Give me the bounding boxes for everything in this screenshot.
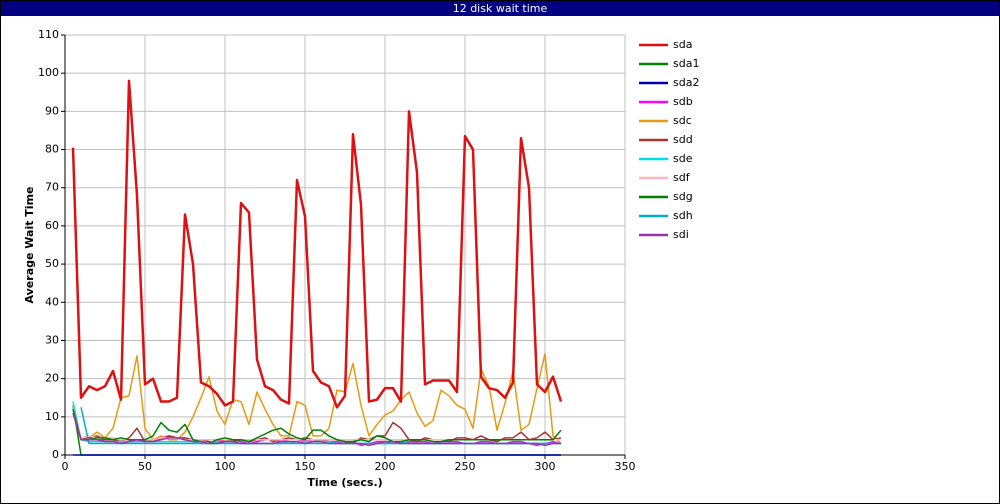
legend-label: sda	[673, 38, 692, 51]
y-tick-label: 20	[45, 372, 59, 385]
series-line	[72, 408, 561, 441]
x-tick-label: 150	[295, 460, 316, 473]
y-tick-label: 90	[45, 104, 59, 117]
y-tick-label: 40	[45, 295, 59, 308]
legend-label: sdh	[673, 209, 693, 222]
legend-label: sdi	[673, 228, 689, 241]
legend-label: sdf	[673, 171, 691, 184]
legend-label: sda2	[673, 76, 699, 89]
y-tick-label: 80	[45, 143, 59, 156]
series-line	[71, 79, 563, 409]
y-tick-label: 60	[45, 219, 59, 232]
y-tick-label: 10	[45, 410, 59, 423]
y-tick-label: 70	[45, 181, 59, 194]
x-tick-label: 100	[215, 460, 236, 473]
y-tick-label: 0	[52, 448, 59, 461]
series-line	[72, 408, 562, 445]
y-tick-label: 110	[38, 28, 59, 41]
x-tick-label: 300	[535, 460, 556, 473]
x-tick-label: 50	[138, 460, 152, 473]
y-tick-label: 100	[38, 66, 59, 79]
x-axis-label: Time (secs.)	[307, 476, 382, 489]
title-bar	[1, 1, 999, 16]
x-tick-label: 200	[375, 460, 396, 473]
series-line	[72, 401, 561, 445]
legend-label: sdg	[673, 190, 693, 203]
legend-label: sdb	[673, 95, 693, 108]
series-line	[80, 407, 561, 445]
x-tick-label: 250	[455, 460, 476, 473]
x-tick-label: 0	[62, 460, 69, 473]
legend-label: sdc	[673, 114, 692, 127]
y-tick-label: 50	[45, 257, 59, 270]
series-line	[72, 412, 561, 447]
x-tick-label: 350	[615, 460, 636, 473]
y-tick-label: 30	[45, 333, 59, 346]
y-axis-label: Average Wait Time	[23, 187, 36, 304]
legend-label: sde	[673, 152, 693, 165]
legend-label: sda1	[673, 57, 699, 70]
legend-label: sdd	[673, 133, 693, 146]
chart-title: 12 disk wait time	[453, 2, 548, 15]
